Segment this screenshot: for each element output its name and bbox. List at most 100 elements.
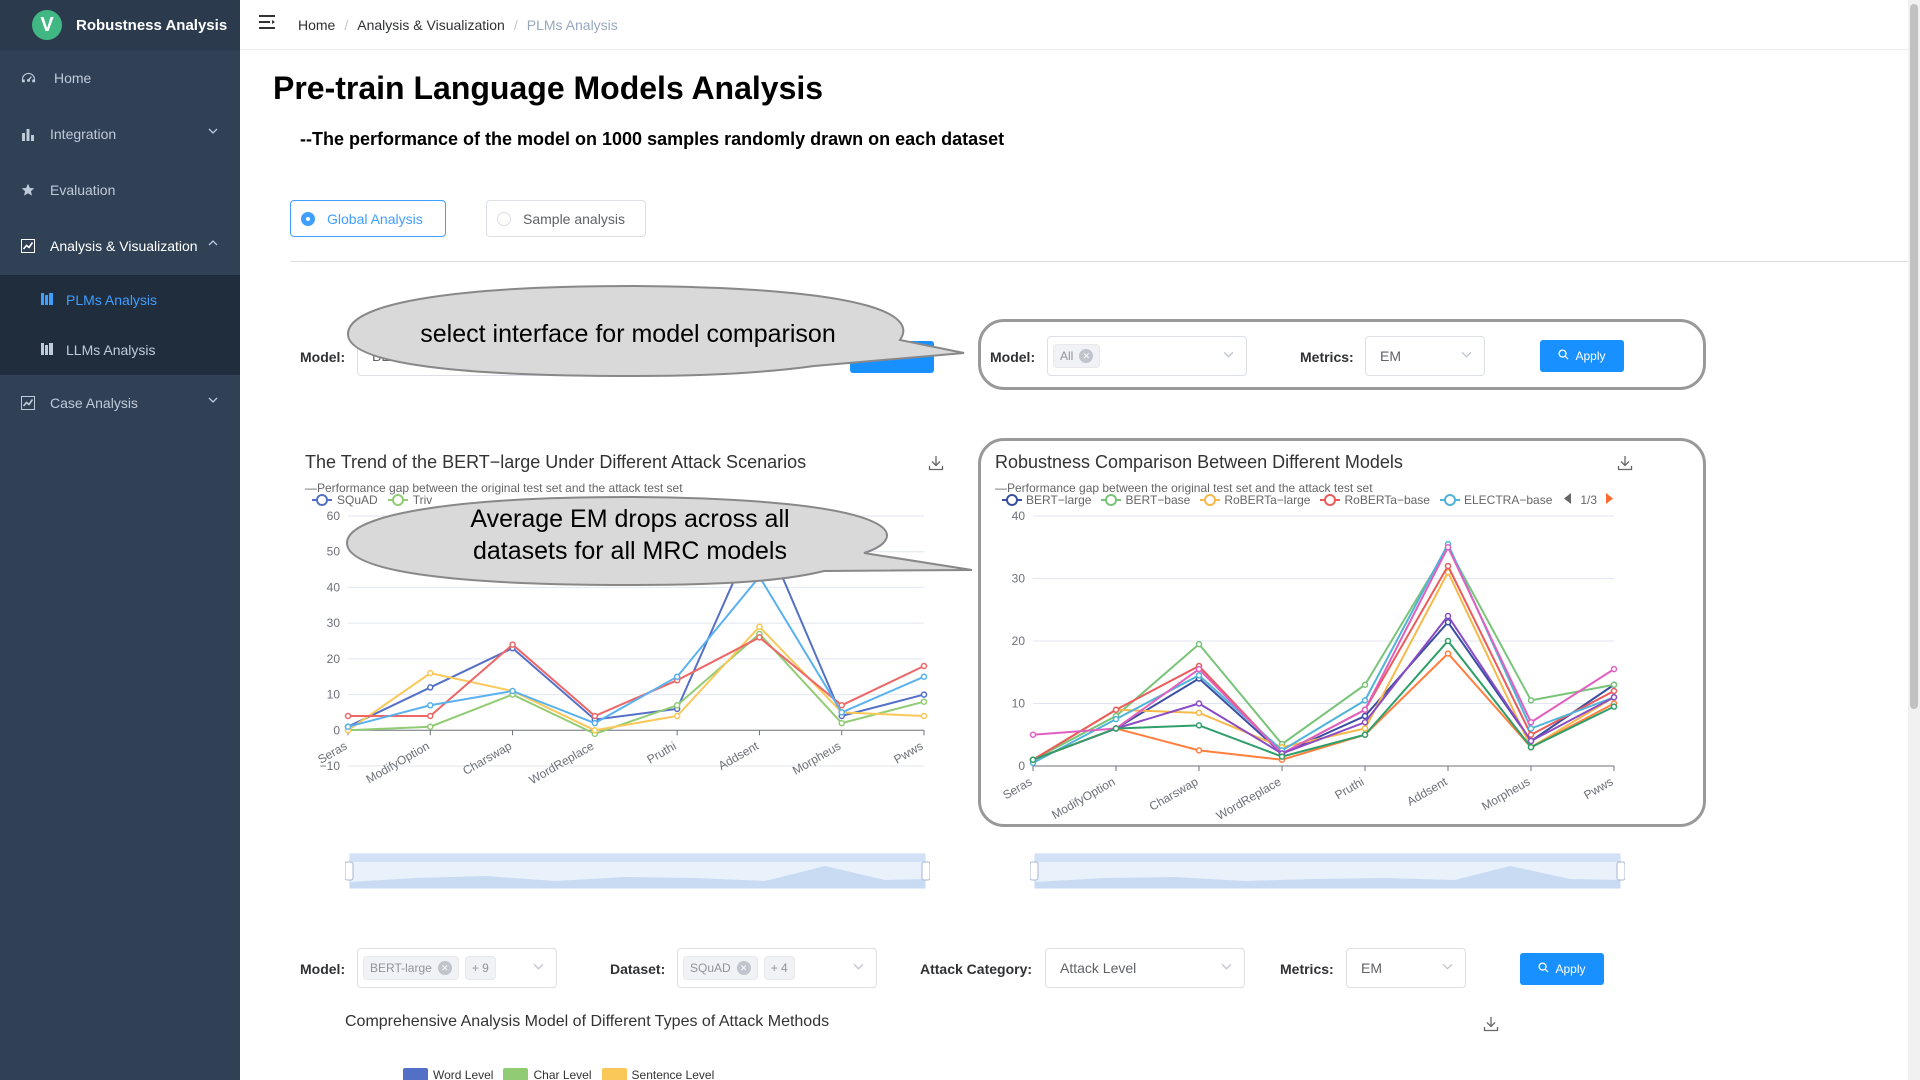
data-point — [838, 709, 845, 716]
data-point — [1444, 562, 1452, 570]
data-point — [591, 727, 599, 734]
bottom-apply-button[interactable]: Apply — [1520, 953, 1604, 985]
legend-entry[interactable]: Sentence Level — [631, 1068, 715, 1080]
bottom-chart-title: Comprehensive Analysis Model of Differen… — [345, 1013, 830, 1030]
x-tick-label: ModifyOption — [364, 739, 432, 786]
data-point — [509, 641, 516, 648]
data-point — [509, 687, 516, 695]
data-point — [1029, 756, 1037, 763]
page-title: Pre-train Language Models Analysis — [273, 70, 824, 106]
download-icon[interactable] — [1483, 1016, 1499, 1032]
radio-label: Sample analysis — [523, 210, 625, 227]
callout-line: Average EM drops across all — [470, 505, 790, 533]
data-point — [1610, 687, 1618, 695]
model-tag: All ✕ — [1053, 344, 1101, 368]
sidebar-item-case-analysis[interactable]: Case Analysis — [0, 375, 240, 431]
data-point — [1361, 731, 1369, 738]
legend-entry[interactable]: Word Level — [433, 1068, 494, 1080]
more-tag: + 9 — [464, 956, 496, 980]
legend-line-icon — [312, 494, 332, 506]
data-point — [1527, 725, 1535, 732]
chevron-up-icon — [208, 238, 218, 251]
bottom-dataset-select[interactable]: SQuAD ✕ + 4 — [677, 948, 877, 988]
legend-entry[interactable]: RoBERTa−base — [1344, 493, 1430, 507]
sidebar-item-plms-analysis[interactable]: PLMs Analysis — [0, 275, 240, 325]
close-icon[interactable]: ✕ — [1079, 349, 1094, 363]
legend-swatch — [601, 1068, 627, 1080]
legend-line-icon — [1002, 494, 1022, 506]
data-point — [427, 669, 434, 677]
right-apply-button[interactable]: Apply — [1540, 340, 1624, 372]
data-point — [673, 712, 681, 720]
data-point — [920, 662, 928, 670]
hamburger-menu-icon[interactable] — [258, 14, 276, 35]
sidebar-item-home[interactable]: Home — [0, 50, 240, 106]
sample-analysis-radio[interactable]: Sample analysis — [486, 200, 646, 237]
logo-bar[interactable]: V Robustness Analysis — [0, 0, 240, 50]
highlight-outline-form — [978, 319, 1706, 390]
right-line-chart: 0 10 20 30 40 Seras ModifyOption Charswap WordRe… — [1000, 509, 1618, 823]
scrollbar-thumb[interactable] — [1910, 4, 1918, 709]
y-tick-label: 50 — [327, 545, 341, 559]
legend-entry[interactable]: BERT−large — [1026, 493, 1092, 507]
metrics-value: EM — [1361, 960, 1382, 976]
sidebar-item-evaluation[interactable]: Evaluation — [0, 162, 240, 218]
legend-entry[interactable]: Char Level — [533, 1068, 592, 1080]
close-icon[interactable]: ✕ — [437, 961, 452, 975]
legend-swatch — [503, 1068, 529, 1080]
data-point — [1527, 697, 1535, 704]
right-metrics-select[interactable]: EM — [1365, 336, 1485, 376]
x-tick-label: WordReplace — [527, 739, 597, 788]
data-point — [1610, 694, 1618, 701]
breadcrumb-home[interactable]: Home — [298, 16, 336, 33]
legend-entry[interactable]: BERT−base — [1125, 493, 1191, 507]
sidebar-item-llms-analysis[interactable]: LLMs Analysis — [0, 325, 240, 375]
download-icon[interactable] — [928, 455, 944, 471]
bottom-attack-select[interactable]: Attack Level — [1045, 948, 1245, 988]
legend-entry[interactable]: Triv — [412, 493, 433, 507]
bottom-metrics-select[interactable]: EM — [1346, 948, 1466, 988]
legend-prev-icon[interactable] — [1564, 493, 1572, 507]
data-point — [427, 712, 434, 720]
data-point — [673, 673, 681, 680]
data-point — [1361, 719, 1369, 726]
sidebar-item-analysis-visualization[interactable]: Analysis & Visualization — [0, 218, 240, 274]
right-datazoom-slider[interactable] — [1030, 852, 1625, 892]
legend-next-icon[interactable] — [1605, 493, 1614, 507]
right-chart-title: Robustness Comparison Between Different … — [995, 452, 1403, 472]
apply-label: Apply — [1555, 962, 1586, 976]
bottom-dataset-label: Dataset: — [610, 961, 666, 977]
global-analysis-radio[interactable]: Global Analysis — [290, 200, 446, 237]
legend-page: 1/3 — [1580, 493, 1598, 507]
data-point — [344, 712, 352, 720]
data-point — [1527, 744, 1535, 751]
close-icon[interactable]: ✕ — [736, 961, 751, 975]
legend-entry[interactable]: SQuAD — [337, 493, 378, 507]
data-point — [838, 719, 845, 727]
right-model-select[interactable]: All ✕ — [1047, 336, 1247, 376]
series-line — [1032, 545, 1615, 761]
data-point — [1444, 544, 1452, 551]
download-icon[interactable] — [1617, 455, 1633, 471]
sidebar-item-integration[interactable]: Integration — [0, 106, 240, 162]
dashboard-icon — [20, 70, 36, 86]
left-datazoom-slider[interactable] — [345, 852, 930, 892]
sidebar-item-label: Home — [54, 70, 92, 86]
y-tick-label: −10 — [320, 759, 341, 773]
left-chart-subtitle: —Performance gap between the original te… — [305, 481, 683, 495]
metrics-value: EM — [1380, 348, 1401, 364]
data-point — [920, 691, 928, 698]
breadcrumb-analysis-visualization[interactable]: Analysis & Visualization — [357, 16, 505, 33]
legend-entry[interactable]: ELECTRA−base — [1463, 493, 1553, 507]
legend-line-icon — [1439, 494, 1460, 506]
chevron-down-icon — [1223, 349, 1234, 363]
right-metrics-label: Metrics: — [1300, 349, 1354, 365]
sidebar-item-label: LLMs Analysis — [66, 342, 156, 358]
scrollbar[interactable] — [1908, 0, 1920, 1080]
y-tick-label: 10 — [327, 688, 341, 702]
y-tick-label: 0 — [1018, 759, 1025, 773]
series-line — [1032, 544, 1615, 755]
bottom-model-select[interactable]: BERT-large ✕ + 9 — [357, 948, 557, 988]
right-chart-legend: BERT−large BERT−base RoBERTa−large RoBERTa−… — [1002, 493, 1614, 507]
legend-entry[interactable]: RoBERTa−large — [1224, 493, 1311, 507]
